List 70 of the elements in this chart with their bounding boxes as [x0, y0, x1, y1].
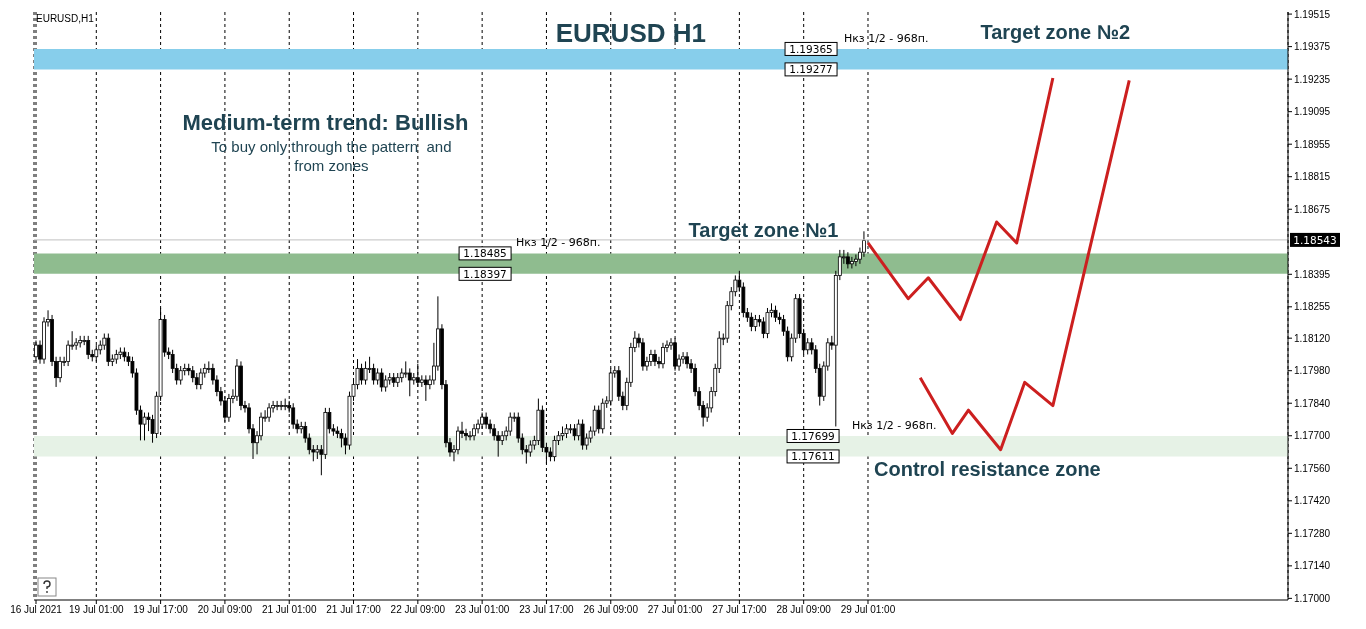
candlestick [480, 412, 485, 430]
x-tick-label: 26 Jul 09:00 [583, 604, 639, 616]
annotation: To buy only through the pattern and from zones [211, 138, 452, 174]
annotation: 1.18397 [463, 267, 507, 280]
x-tick-label: 28 Jul 09:00 [776, 604, 832, 616]
annotation: EURUSD,H1 [36, 13, 95, 24]
candlestick [259, 412, 263, 441]
y-tick-label: 1.19515 [1294, 8, 1331, 20]
candlestick [42, 316, 46, 365]
candlestick [854, 254, 858, 267]
x-tick-label: 21 Jul 01:00 [261, 604, 317, 616]
y-tick-label: 1.17980 [1294, 365, 1331, 377]
y-tick-label: 1.18815 [1294, 171, 1331, 183]
x-tick-label: 19 Jul 01:00 [69, 604, 124, 616]
y-tick-label: 1.17000 [1294, 592, 1331, 604]
y-tick-label: 1.17140 [1294, 560, 1331, 572]
candlestick [267, 402, 271, 423]
y-tick-label: 1.17700 [1294, 430, 1331, 442]
annotation: 1.17611 [791, 450, 835, 463]
x-tick-label: 29 Jul 01:00 [840, 604, 896, 616]
chart-title: EURUSD H1 [555, 18, 706, 48]
y-tick-label: 1.17420 [1294, 495, 1331, 507]
annotation: 1.19365 [789, 42, 833, 55]
annotation: 1.17699 [791, 429, 835, 442]
y-tick-label: 1.19235 [1294, 73, 1331, 85]
band-label: Control resistance zone [874, 458, 1101, 481]
x-tick-label: 20 Jul 09:00 [197, 604, 253, 616]
candlestick [464, 428, 468, 441]
candlestick [661, 342, 665, 369]
text: Medium-term trend: Bullish [182, 110, 469, 135]
y-tick-label: 1.18120 [1294, 332, 1331, 344]
band-label: Target zone №1 [688, 219, 839, 242]
band-label: Target zone №2 [980, 20, 1131, 43]
y-tick-label: 1.19375 [1294, 41, 1331, 53]
candlestick [227, 393, 231, 423]
y-tick-label: 1.17560 [1294, 462, 1331, 474]
y-tick-label: 1.19095 [1294, 106, 1331, 118]
y-tick-label: 1.17840 [1294, 397, 1331, 409]
annotation: Нкз 1/2 - 968п. [515, 236, 601, 250]
candlestick [235, 358, 239, 402]
candlestick [649, 349, 653, 367]
x-tick-label: 23 Jul 01:00 [454, 604, 510, 616]
x-tick-label: 27 Jul 01:00 [647, 604, 703, 616]
candlestick [456, 425, 460, 455]
annotation: 1.18485 [463, 247, 507, 260]
x-tick-label: 19 Jul 17:00 [133, 604, 189, 616]
candlestick [468, 430, 472, 441]
x-tick-label: 22 Jul 09:00 [390, 604, 446, 616]
x-tick-label: 27 Jul 17:00 [712, 604, 768, 616]
y-tick-label: 1.17280 [1294, 527, 1331, 539]
x-tick-label: 21 Jul 17:00 [326, 604, 382, 616]
x-tick-label: 16 Jul 2021 [10, 604, 63, 616]
candlestick [640, 337, 645, 372]
candlestick [849, 256, 854, 269]
annotation: 1.19277 [789, 63, 833, 76]
candlestick [685, 351, 689, 369]
x-tick-label: 23 Jul 17:00 [519, 604, 575, 616]
candlestick [239, 360, 243, 411]
annotation: Нкз 1/2 - 968п. [851, 418, 937, 432]
candlestick [58, 356, 62, 383]
annotation: Нкз 1/2 - 968п. [843, 31, 929, 45]
y-tick-label: 1.18255 [1294, 301, 1331, 313]
candlestick [271, 400, 276, 414]
y-tick-label: 1.18675 [1294, 203, 1331, 215]
candlestick [653, 349, 657, 367]
candlestick [476, 418, 480, 434]
y-tick-label: 1.18395 [1294, 268, 1331, 280]
candlestick [472, 423, 476, 441]
candlestick [681, 351, 685, 365]
y-tick-label: 1.18955 [1294, 138, 1331, 150]
